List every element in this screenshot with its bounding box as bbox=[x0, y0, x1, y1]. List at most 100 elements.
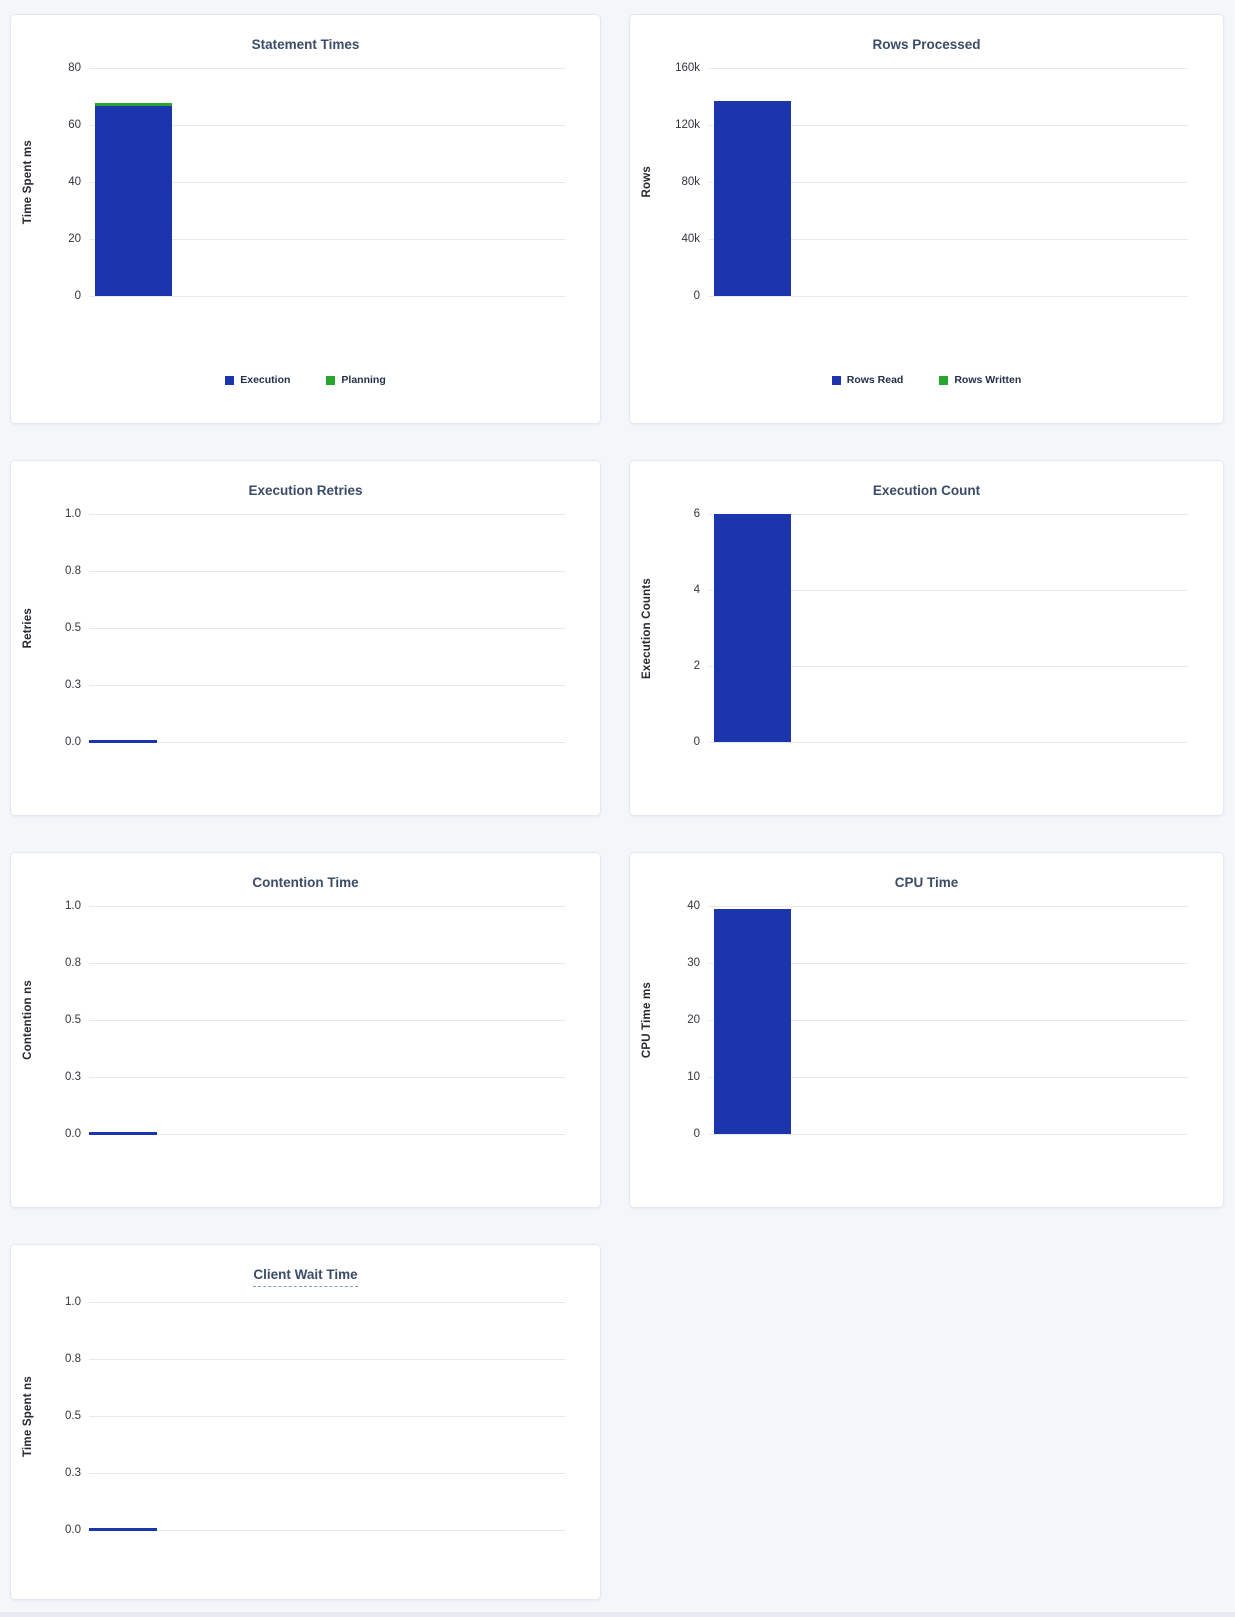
zero-value-bar bbox=[89, 1132, 157, 1135]
chart-title-text: Execution Retries bbox=[248, 483, 363, 498]
y-tick-label: 0 bbox=[693, 290, 700, 302]
legend-swatch bbox=[326, 375, 336, 385]
chart-body: Contention ns 1.0 0.8 0.5 0.3 0.0 bbox=[11, 900, 600, 1140]
bottom-divider bbox=[0, 1612, 1235, 1617]
bar-segment-execution-count bbox=[714, 514, 791, 742]
gridline bbox=[708, 239, 1188, 240]
gridline bbox=[89, 628, 565, 629]
gridline bbox=[89, 1530, 565, 1531]
y-tick-label: 120k bbox=[675, 119, 700, 131]
gridline bbox=[708, 125, 1188, 126]
gridline bbox=[708, 296, 1188, 297]
gridline bbox=[89, 685, 565, 686]
y-axis-label-text: CPU Time ms bbox=[641, 981, 653, 1059]
y-axis-label: Rows bbox=[630, 68, 664, 296]
gridline bbox=[708, 1134, 1188, 1135]
legend-label: Planning bbox=[341, 374, 386, 386]
gridline bbox=[708, 514, 1188, 515]
zero-value-bar bbox=[89, 1528, 157, 1531]
chart-card-execution-retries: Execution Retries Retries 1.0 0.8 0.5 0.3 0.… bbox=[10, 460, 601, 816]
y-axis-label: Contention ns bbox=[11, 906, 45, 1134]
y-tick-label: 20 bbox=[68, 233, 81, 245]
gridline bbox=[708, 665, 1188, 667]
legend-item-execution: Execution bbox=[225, 374, 290, 386]
chart-title: CPU Time bbox=[630, 874, 1223, 891]
y-tick-label: 40 bbox=[68, 176, 81, 188]
gridline bbox=[708, 963, 1188, 964]
chart-card-execution-count: Execution Count Execution Counts 6 4 2 0 bbox=[629, 460, 1224, 816]
chart-title: Execution Count bbox=[630, 482, 1223, 499]
gridline bbox=[89, 1077, 565, 1078]
y-tick-label: 0.3 bbox=[65, 679, 81, 691]
gridline bbox=[708, 1077, 1188, 1078]
chart-card-rows-processed: Rows Processed Rows 160k 120k 80k 40k 0 Rows… bbox=[629, 14, 1224, 424]
y-tick-label: 0.0 bbox=[65, 1524, 81, 1536]
gridline bbox=[89, 125, 565, 126]
y-tick-label: 0.8 bbox=[65, 957, 81, 969]
plot-area bbox=[89, 1302, 565, 1531]
bar-segment-rows-read bbox=[714, 100, 791, 296]
gridline bbox=[708, 906, 1188, 907]
y-tick-label: 0 bbox=[693, 1128, 700, 1140]
gridline bbox=[89, 239, 565, 240]
y-axis-label: Execution Counts bbox=[630, 514, 664, 742]
chart-title-text: Execution Count bbox=[872, 483, 981, 498]
chart-title: Execution Retries bbox=[11, 482, 600, 499]
y-axis-label: Time Spent ms bbox=[11, 68, 45, 296]
y-tick-label: 30 bbox=[687, 957, 700, 969]
gridline bbox=[89, 1416, 565, 1417]
bar-statement-times bbox=[95, 68, 172, 296]
chart-title-text: Contention Time bbox=[252, 875, 359, 890]
legend-swatch bbox=[225, 375, 235, 385]
y-tick-label: 80k bbox=[681, 176, 700, 188]
plot-area bbox=[89, 68, 565, 297]
y-tick-label: 160k bbox=[675, 62, 700, 74]
y-axis-label-text: Retries bbox=[22, 607, 34, 649]
gridline bbox=[89, 1302, 565, 1303]
y-axis-label-text: Time Spent ns bbox=[22, 1375, 34, 1457]
chart-title-text: Rows Processed bbox=[872, 37, 981, 52]
y-axis-label: CPU Time ms bbox=[630, 906, 664, 1134]
y-axis-ticks: 80 60 40 20 0 bbox=[45, 62, 89, 302]
y-axis-ticks: 40 30 20 10 0 bbox=[664, 900, 708, 1140]
y-tick-label: 0.0 bbox=[65, 736, 81, 748]
y-tick-label: 0 bbox=[693, 736, 700, 748]
gridline bbox=[89, 1020, 565, 1021]
chart-legend: Execution Planning bbox=[11, 374, 600, 386]
chart-body: Rows 160k 120k 80k 40k 0 bbox=[630, 62, 1223, 302]
y-tick-label: 40 bbox=[687, 900, 700, 912]
y-axis-ticks: 1.0 0.8 0.5 0.3 0.0 bbox=[45, 1296, 89, 1536]
gridline bbox=[708, 589, 1188, 591]
gridline bbox=[89, 296, 565, 297]
y-tick-label: 0.5 bbox=[65, 1410, 81, 1422]
y-tick-label: 0.8 bbox=[65, 1353, 81, 1365]
chart-legend: Rows Read Rows Written bbox=[630, 374, 1223, 386]
y-axis-label-text: Time Spent ms bbox=[22, 139, 34, 225]
chart-title-tooltip-trigger[interactable]: Client Wait Time bbox=[253, 1266, 358, 1287]
y-tick-label: 80 bbox=[68, 62, 81, 74]
y-tick-label: 0.5 bbox=[65, 622, 81, 634]
y-tick-label: 60 bbox=[68, 119, 81, 131]
plot-area bbox=[708, 906, 1188, 1135]
plot-area bbox=[89, 514, 565, 743]
chart-title-text: CPU Time bbox=[894, 875, 959, 890]
y-axis-label: Time Spent ns bbox=[11, 1302, 45, 1530]
y-tick-label: 1.0 bbox=[65, 508, 81, 520]
chart-body: CPU Time ms 40 30 20 10 0 bbox=[630, 900, 1223, 1140]
legend-item-planning: Planning bbox=[326, 374, 386, 386]
legend-item-rows-written: Rows Written bbox=[939, 374, 1021, 386]
legend-label: Rows Written bbox=[954, 374, 1022, 386]
y-axis-ticks: 160k 120k 80k 40k 0 bbox=[664, 62, 708, 302]
gridline bbox=[708, 1020, 1188, 1021]
gridline bbox=[89, 1473, 565, 1474]
y-axis-label-text: Execution Counts bbox=[641, 577, 653, 679]
y-tick-label: 10 bbox=[687, 1071, 700, 1083]
gridline bbox=[708, 742, 1188, 743]
plot-area bbox=[708, 514, 1188, 743]
chart-title: Client Wait Time bbox=[11, 1266, 600, 1287]
plot-area bbox=[89, 906, 565, 1135]
gridline bbox=[708, 68, 1188, 69]
gridline bbox=[89, 68, 565, 69]
chart-body: Time Spent ms 80 60 40 20 0 bbox=[11, 62, 600, 302]
gridline bbox=[89, 514, 565, 515]
